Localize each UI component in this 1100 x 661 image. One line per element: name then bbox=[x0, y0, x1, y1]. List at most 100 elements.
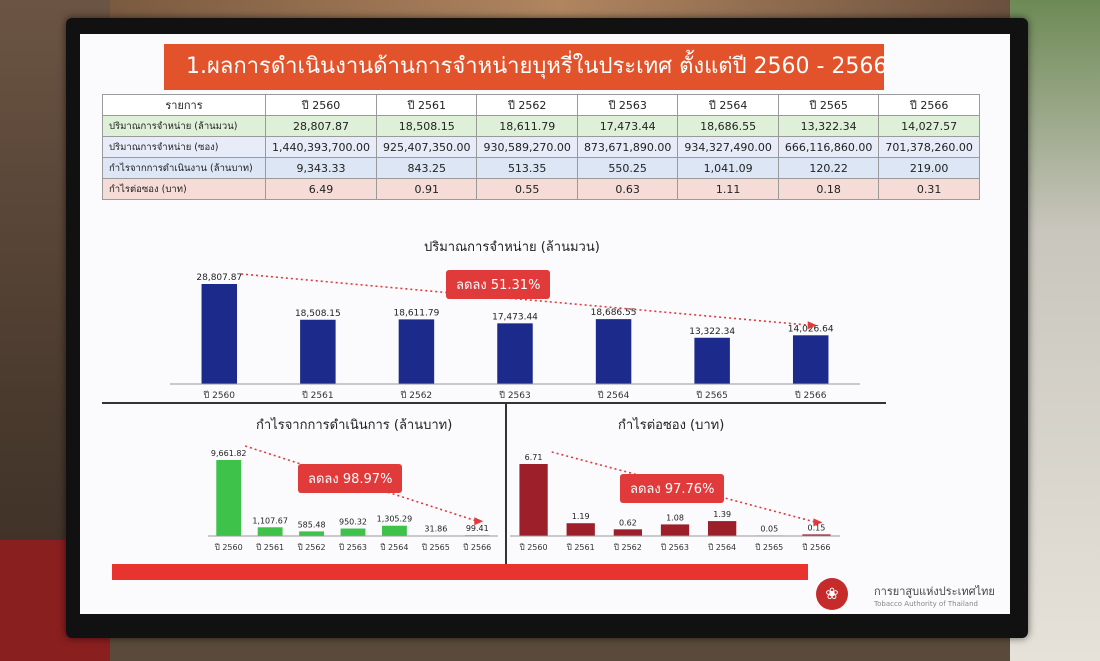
data-label: 1.19 bbox=[572, 512, 590, 521]
bar bbox=[613, 529, 642, 536]
data-label: 1.39 bbox=[713, 510, 731, 519]
bar bbox=[382, 525, 407, 536]
table-cell: 17,473.44 bbox=[576, 115, 679, 137]
table-year-header: ปี 2564 bbox=[677, 94, 779, 116]
table-cell: 1,041.09 bbox=[677, 157, 779, 179]
x-tick-label: ปี 2566 bbox=[802, 543, 831, 552]
data-label: 28,807.87 bbox=[196, 273, 242, 283]
x-tick-label: ปี 2561 bbox=[566, 543, 595, 552]
x-tick-label: ปี 2565 bbox=[421, 543, 450, 552]
x-tick-label: ปี 2560 bbox=[214, 543, 243, 552]
table-cell: 120.22 bbox=[777, 157, 880, 179]
chart-title-per-pack: กำไรต่อซอง (บาท) bbox=[618, 418, 725, 433]
chart-profit: 9,661.82 ปี 2560 1,107.67 ปี 2561 585.48 ปี 2… bbox=[208, 445, 498, 552]
trend-arrow-head bbox=[474, 517, 484, 526]
data-label: 585.48 bbox=[298, 520, 326, 529]
table-row: ปริมาณการจำหน่าย (ซอง) 1,440,393,700.00 92… bbox=[102, 136, 980, 158]
table-cell: 18,686.55 bbox=[677, 115, 779, 137]
bar bbox=[708, 521, 737, 536]
annotation-badge-per-pack: ลดลง 97.76% bbox=[620, 474, 725, 503]
table-cell: 0.31 bbox=[878, 178, 980, 200]
bar bbox=[802, 534, 831, 536]
table-cell: 28,807.87 bbox=[265, 115, 377, 137]
x-tick-label: ปี 2560 bbox=[519, 543, 548, 552]
presentation-screen: 1.ผลการดำเนินงานด้านการจำหน่ายบุหรี่ในปร… bbox=[80, 34, 1010, 614]
data-label: 17,473.44 bbox=[492, 312, 538, 322]
table-cell: 6.49 bbox=[265, 178, 377, 200]
chart-volume: 28,807.87 ปี 2560 18,508.15 ปี 2561 18,611.7… bbox=[170, 273, 860, 401]
table-row: กำไรจากการดำเนินงาน (ล้านบาท) 9,343.33 843… bbox=[102, 157, 980, 179]
table-cell: 0.18 bbox=[777, 178, 880, 200]
table-year-header: ปี 2563 bbox=[576, 94, 679, 116]
table-row-label: ปริมาณการจำหน่าย (ล้านมวน) bbox=[102, 115, 266, 137]
table-cell: 1,440,393,700.00 bbox=[265, 136, 377, 158]
table-cell: 666,116,860.00 bbox=[777, 136, 880, 158]
table-cell: 14,027.57 bbox=[878, 115, 980, 137]
table-corner-label: รายการ bbox=[102, 94, 266, 116]
table-row-label: ปริมาณการจำหน่าย (ซอง) bbox=[102, 136, 266, 158]
x-tick-label: ปี 2564 bbox=[380, 543, 409, 552]
table-cell: 513.35 bbox=[476, 157, 578, 179]
table-cell: 925,407,350.00 bbox=[375, 136, 478, 158]
table-year-header: ปี 2565 bbox=[777, 94, 880, 116]
bar bbox=[216, 460, 242, 536]
bar bbox=[519, 464, 548, 536]
bar bbox=[694, 337, 730, 384]
slide-footer-bar bbox=[112, 564, 808, 580]
table-cell: 18,508.15 bbox=[375, 115, 478, 137]
table-cell: 550.25 bbox=[576, 157, 679, 179]
table-cell: 930,589,270.00 bbox=[476, 136, 578, 158]
x-tick-label: ปี 2565 bbox=[755, 543, 784, 552]
bar bbox=[398, 319, 435, 384]
chart-divider-vertical bbox=[505, 404, 507, 572]
data-label: 0.05 bbox=[760, 524, 778, 533]
slide-title: 1.ผลการดำเนินงานด้านการจำหน่ายบุหรี่ในปร… bbox=[164, 44, 887, 90]
x-tick-label: ปี 2564 bbox=[707, 543, 736, 552]
org-name-english: Tobacco Authority of Thailand bbox=[874, 600, 978, 608]
table-row-label: กำไรจากการดำเนินงาน (ล้านบาท) bbox=[102, 157, 266, 179]
x-tick-label: ปี 2563 bbox=[499, 390, 531, 401]
table-row: ปริมาณการจำหน่าย (ล้านมวน) 28,807.87 18,50… bbox=[102, 115, 980, 137]
annotation-badge-profit: ลดลง 98.97% bbox=[298, 464, 403, 493]
trend-arrow-head bbox=[813, 518, 823, 527]
data-label: 1.08 bbox=[666, 513, 684, 522]
data-label: 14,026.64 bbox=[788, 324, 834, 334]
bar bbox=[201, 284, 238, 384]
summary-table: รายการ ปี 2560 ปี 2561 ปี 2562 ปี 2563 ปี 256… bbox=[102, 94, 980, 200]
trend-arrow-head bbox=[807, 321, 817, 330]
data-label: 0.62 bbox=[619, 518, 637, 527]
x-tick-label: ปี 2565 bbox=[696, 390, 728, 401]
table-year-header: ปี 2560 bbox=[265, 94, 377, 116]
bar bbox=[257, 527, 283, 536]
table-cell: 13,322.34 bbox=[777, 115, 880, 137]
table-cell: 0.63 bbox=[576, 178, 679, 200]
chart-title-profit: กำไรจากการดำเนินการ (ล้านบาท) bbox=[256, 418, 453, 433]
data-label: 18,686.55 bbox=[591, 308, 637, 318]
data-label: 0.15 bbox=[808, 523, 826, 532]
data-label: 9,661.82 bbox=[211, 449, 247, 458]
org-name-thai: การยาสูบแห่งประเทศไทย bbox=[874, 585, 995, 598]
data-label: 18,508.15 bbox=[295, 309, 341, 319]
trend-arrow-line bbox=[244, 445, 478, 522]
data-label: 13,322.34 bbox=[689, 327, 735, 337]
table-year-header: ปี 2561 bbox=[375, 94, 478, 116]
x-tick-label: ปี 2564 bbox=[598, 390, 630, 401]
data-label: 31.86 bbox=[424, 525, 447, 534]
data-label: 99.41 bbox=[466, 524, 489, 533]
x-tick-label: ปี 2562 bbox=[401, 390, 433, 401]
table-cell: 219.00 bbox=[878, 157, 980, 179]
bar bbox=[300, 319, 336, 384]
x-tick-label: ปี 2560 bbox=[203, 390, 235, 401]
bar bbox=[340, 528, 366, 536]
chart-divider-horizontal bbox=[102, 402, 886, 404]
data-label: 950.32 bbox=[339, 518, 367, 527]
x-tick-label: ปี 2566 bbox=[795, 390, 827, 401]
annotation-badge-volume: ลดลง 51.31% bbox=[446, 270, 551, 299]
x-tick-label: ปี 2563 bbox=[338, 543, 367, 552]
table-cell: 1.11 bbox=[677, 178, 779, 200]
table-cell: 873,671,890.00 bbox=[576, 136, 679, 158]
data-label: 6.71 bbox=[525, 453, 543, 462]
x-tick-label: ปี 2562 bbox=[297, 543, 326, 552]
table-cell: 9,343.33 bbox=[265, 157, 377, 179]
table-year-header: ปี 2566 bbox=[878, 94, 980, 116]
